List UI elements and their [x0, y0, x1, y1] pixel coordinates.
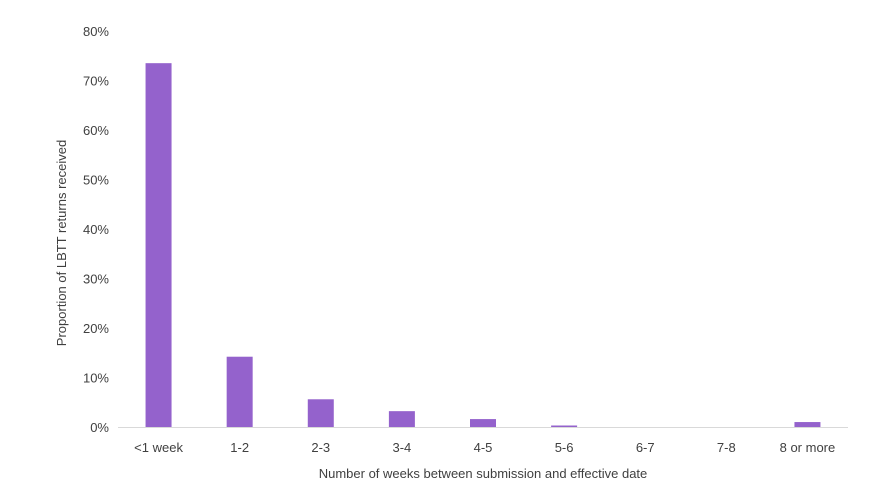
y-tick-label: 70% — [83, 74, 109, 89]
bar — [388, 411, 415, 427]
x-tick-label: 8 or more — [780, 440, 836, 455]
y-axis-ticks: 0% 10% 20% 30% 40% 50% 60% 70% 80% — [83, 24, 109, 435]
x-axis-title: Number of weeks between submission and e… — [319, 466, 648, 481]
bar — [794, 422, 821, 427]
y-tick-label: 60% — [83, 123, 109, 138]
y-tick-label: 0% — [90, 420, 109, 435]
x-tick-label: 1-2 — [230, 440, 249, 455]
bar — [145, 63, 172, 428]
bar — [551, 425, 578, 427]
y-tick-label: 50% — [83, 173, 109, 188]
x-axis-ticks: <1 week 1-2 2-3 3-4 4-5 5-6 6-7 7-8 8 or more — [134, 440, 835, 455]
bar-series — [145, 63, 821, 428]
x-tick-label: 7-8 — [717, 440, 736, 455]
x-tick-label: 2-3 — [311, 440, 330, 455]
x-tick-label: 3-4 — [392, 440, 411, 455]
bar — [226, 356, 253, 427]
x-tick-label: <1 week — [134, 440, 183, 455]
y-tick-label: 10% — [83, 371, 109, 386]
x-tick-label: 5-6 — [555, 440, 574, 455]
y-tick-label: 80% — [83, 24, 109, 39]
bar — [307, 399, 334, 427]
y-tick-label: 40% — [83, 222, 109, 237]
y-tick-label: 20% — [83, 321, 109, 336]
y-axis-title: Proportion of LBTT returns received — [54, 140, 69, 346]
y-tick-label: 30% — [83, 272, 109, 287]
bar — [470, 419, 496, 427]
x-tick-label: 4-5 — [474, 440, 493, 455]
x-tick-label: 6-7 — [636, 440, 655, 455]
